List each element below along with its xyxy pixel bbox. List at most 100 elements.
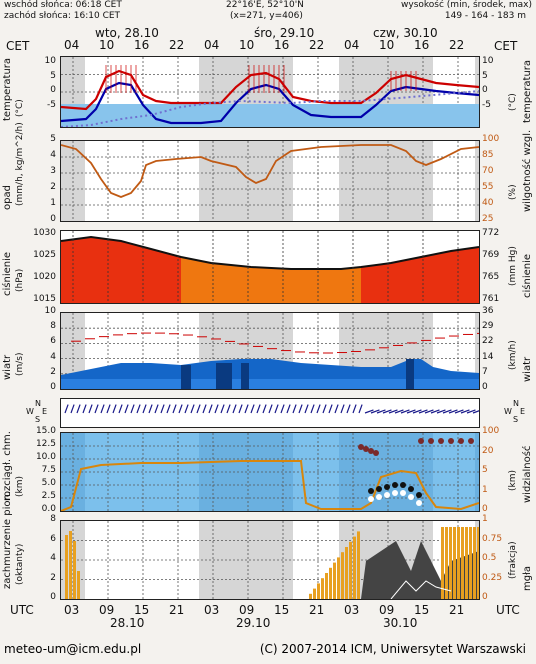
cloud-bar [357, 531, 360, 599]
direction-plot [61, 399, 479, 427]
altitude-label: wysokość (min, środek, max) [401, 0, 532, 10]
cloud-bar [461, 527, 464, 599]
bottom-hour-label: 03 [64, 603, 80, 617]
wind-arrow [232, 404, 237, 414]
cloudbase-left-tick: 15.0 [35, 426, 56, 436]
wind-right-tick: 7 [482, 366, 488, 377]
wind-arrow [64, 404, 69, 414]
precip-left-tick: 2 [50, 182, 56, 192]
temperature-left-label: temperatura [2, 57, 13, 121]
temperature-right-tick: 0 [482, 85, 488, 95]
precip-left-tick: 1 [50, 198, 56, 208]
pressure-right-tick: 761 [482, 294, 500, 304]
cloud-bar [477, 527, 479, 599]
wind-arrow [166, 404, 171, 414]
wind-arrow [382, 409, 392, 414]
cloud-top-dot [428, 438, 434, 444]
wind-left-tick: 4 [50, 351, 56, 362]
cloud-base-dot [384, 484, 390, 490]
wind-left-unit: (m/s) [15, 352, 25, 376]
bottom-hour-label: 03 [344, 603, 360, 617]
pressure-left-tick: 1025 [33, 250, 56, 260]
wind-arrow [70, 404, 75, 414]
cloudbase-right-tick: 1 [482, 484, 488, 495]
humidity-line [61, 144, 479, 198]
temperature-right-label: temperatura [522, 59, 533, 123]
temperature-right-tick: -5 [482, 99, 491, 110]
cloudbase-right-tick: 100 [482, 426, 500, 436]
temperature-left-tick: 5 [50, 70, 56, 81]
temperature-left-unit: (°C) [15, 99, 25, 117]
night-shade [475, 313, 479, 389]
email-link[interactable]: meteo-um@icm.edu.pl [4, 642, 142, 656]
wind-left-tick: 6 [50, 336, 56, 347]
wind-arrow [262, 404, 267, 414]
cloudcover-right-unit: (frakcja) [508, 541, 518, 579]
bottom-hour-label: 21 [309, 603, 325, 617]
cloudbase-left-tick: 7.5 [41, 465, 56, 475]
precip-left-tick: 5 [50, 134, 56, 144]
cloudbase-left-tick: 2.5 [41, 491, 56, 501]
top-timezone-left: CET [6, 39, 30, 53]
wind-arrow [196, 404, 201, 414]
wind-arrow [466, 409, 476, 414]
bottom-hour-label: 15 [134, 603, 150, 617]
cloud-bar [449, 527, 452, 599]
bottom-hour-label: 03 [204, 603, 220, 617]
cloud-bar [325, 573, 328, 599]
pressure-line [61, 235, 479, 270]
cloud-bar [465, 527, 468, 599]
wind-arrow [124, 404, 129, 414]
wind-left-tick: 2 [50, 366, 56, 377]
cloud-bar [441, 527, 444, 599]
cloudbase-right-unit: (km) [508, 469, 518, 491]
temperature-panel [60, 56, 480, 128]
cloudbase-right-label: widzialność [522, 445, 533, 503]
bottom-hour-label: 09 [99, 603, 115, 617]
cloudbase-plot [61, 433, 479, 511]
cloudbase-left-tick: 10.0 [35, 452, 56, 462]
wind-arrow [190, 404, 195, 414]
pressure-left-label: ciśnienie [2, 251, 13, 296]
wind-arrow [388, 409, 398, 414]
wind-arrow [172, 404, 177, 414]
top-day-label: śro, 29.10 [254, 26, 315, 40]
wind-arrow [148, 404, 153, 414]
wind-arrow [316, 404, 321, 414]
temperature-right-tick: 5 [482, 70, 488, 81]
top-hour-label: 04 [204, 38, 220, 52]
wind-arrow [214, 404, 219, 414]
precip-right-tick: 85 [482, 150, 494, 160]
top-hour-label: 10 [99, 38, 115, 52]
wind-arrow [406, 409, 416, 414]
wind-arrow [352, 404, 357, 414]
cloudbase-panel [60, 432, 480, 512]
cloud-top-dot [358, 444, 364, 450]
temperature-right-unit: (°C) [508, 93, 518, 111]
wind-arrow [76, 404, 81, 414]
wind-arrow [208, 404, 213, 414]
cloud-base-dot [400, 482, 406, 488]
pressure-right-label: ciśnienie [522, 253, 533, 298]
wind-arrow [454, 409, 464, 414]
wind-arrow [292, 404, 297, 414]
cloud-bar [337, 557, 340, 599]
top-time-axis: CET CET wto, 28.10 śro, 29.10 czw, 30.10 0… [0, 26, 536, 56]
wind-arrow [442, 409, 452, 414]
night-shade [475, 141, 479, 221]
wind-arrow [472, 410, 479, 414]
cloud-bar [345, 547, 348, 599]
cloud-bar [453, 527, 456, 599]
wind-arrow [424, 409, 434, 414]
precip-left-label: opad [2, 185, 13, 210]
wind-arrow [112, 404, 117, 414]
cloudbase-left-tick: 5.0 [41, 478, 56, 488]
top-hour-label: 04 [64, 38, 80, 52]
sunset-text: zachód słońca: 16:10 CET [4, 11, 121, 21]
precip-right-label: wilgotność wzgl. [522, 129, 533, 212]
wind-right-tick: 14 [482, 351, 494, 362]
wind-arrow [274, 404, 279, 414]
precip-right-tick: 100 [482, 134, 500, 144]
temperature-left-tick: -5 [47, 99, 56, 110]
